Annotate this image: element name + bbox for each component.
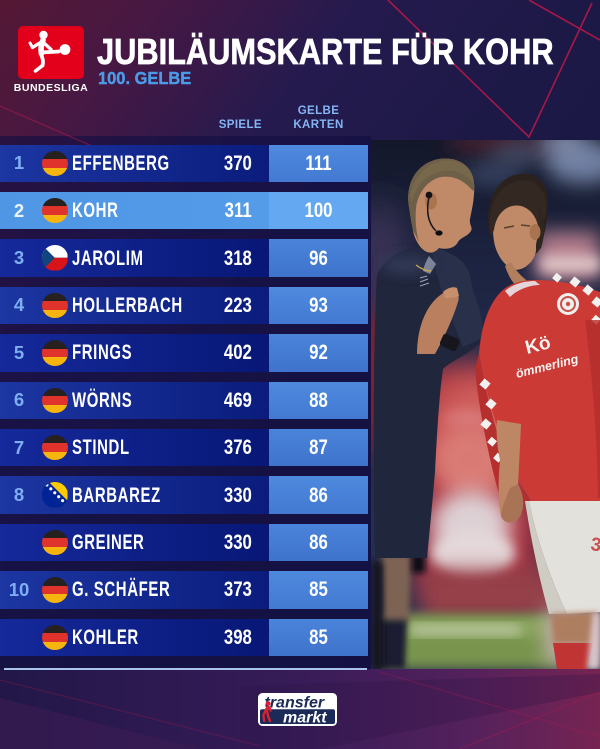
svg-text:transfer: transfer [265,695,325,712]
svg-text:3: 3 [589,534,600,556]
svg-text:markt: markt [283,710,327,727]
